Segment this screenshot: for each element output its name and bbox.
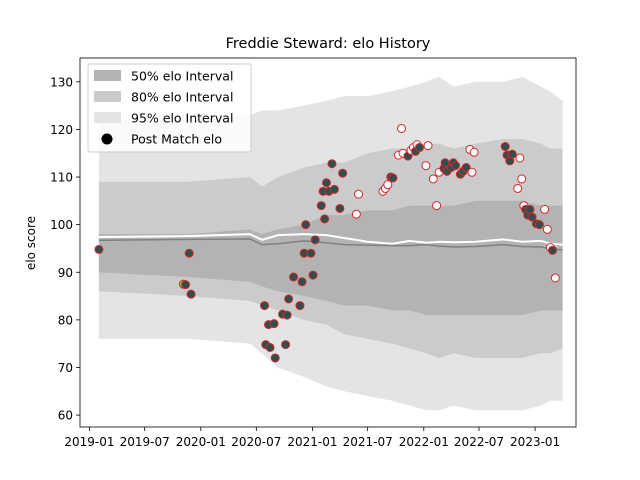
data-point [284,294,294,304]
legend-label: 80% elo Interval [131,90,233,105]
data-point [534,220,544,230]
x-tick-label: 2019-01 [64,435,114,449]
x-axis: 2019-01 2019-07 2020-01 2020-07 2021-01 2021-… [64,427,560,449]
data-point [525,204,535,214]
legend: 50% elo Interval 80% elo Interval 95% elo … [87,63,252,153]
data-point [181,280,191,290]
legend-swatch [94,91,121,102]
data-point [310,235,320,245]
y-tick-label: 130 [50,75,73,89]
chart-title: Freddie Steward: elo History [226,36,431,52]
data-point [550,273,560,283]
data-point [542,224,552,234]
y-tick-label: 120 [50,123,73,137]
data-point [306,248,316,258]
legend-marker [101,133,113,145]
legend-swatch [94,70,121,81]
data-point [354,189,363,199]
data-point [469,147,479,157]
y-axis-label: elo score [24,216,38,270]
data-point [269,319,279,329]
legend-item: 80% elo Interval [94,90,233,105]
data-point [388,173,398,183]
data-point [548,245,558,255]
data-point [351,209,361,219]
data-point [184,248,194,258]
data-point [428,174,438,184]
data-point [517,174,527,184]
data-point [397,123,407,133]
data-point [265,342,275,352]
data-point [432,201,442,211]
data-point [316,201,326,211]
data-point [415,143,425,153]
data-point [320,214,330,224]
post-match-points [94,123,560,363]
data-point [260,301,270,311]
data-point [383,180,393,190]
data-point [513,183,523,193]
legend-item: Post Match elo [101,132,222,147]
legend-item: 95% elo Interval [94,111,233,126]
y-tick-label: 100 [50,218,73,232]
y-tick-label: 110 [50,171,73,185]
y-tick-label: 90 [58,266,73,280]
data-point [507,149,517,159]
plot-frame [79,57,577,428]
plot-area [94,77,563,411]
data-point [281,340,291,350]
data-point [500,142,510,152]
data-point [338,168,348,178]
y-tick-label: 80 [58,313,73,327]
legend-item: 50% elo Interval [94,69,233,84]
x-tick-label: 2020-07 [231,435,281,449]
data-point [423,141,433,151]
data-point [94,244,104,254]
x-tick-label: 2019-07 [120,435,170,449]
data-point [540,204,550,214]
x-tick-label: 2021-07 [343,435,393,449]
data-point [308,270,318,280]
data-point [282,310,292,320]
data-point [421,161,431,171]
band-50-interval [98,200,563,316]
data-point [467,167,477,177]
data-point [527,212,537,222]
data-point [335,203,345,213]
data-point [289,272,299,282]
data-point [321,178,331,188]
legend-swatch [94,112,121,123]
data-point [461,163,471,173]
y-tick-label: 60 [58,409,73,423]
data-point [451,161,461,171]
data-point [515,153,525,163]
legend-box [87,63,252,153]
mean-elo-line [98,233,563,246]
data-point [301,220,311,230]
y-axis: 60 70 80 90 100 110 120 130 [50,75,80,423]
x-tick-label: 2022-07 [454,435,504,449]
data-point [186,289,196,299]
legend-label: 50% elo Interval [131,69,233,84]
data-point [329,184,339,194]
data-point [295,301,305,311]
y-tick-label: 70 [58,361,73,375]
data-point [327,159,337,169]
x-tick-label: 2022-01 [399,435,449,449]
legend-label: 95% elo Interval [131,111,233,126]
legend-label: Post Match elo [131,132,222,147]
x-tick-label: 2021-01 [287,435,337,449]
x-tick-label: 2023-01 [510,435,560,449]
data-point [270,353,280,363]
median-elo-line [98,238,563,251]
data-point [297,277,307,287]
x-tick-label: 2020-01 [176,435,226,449]
